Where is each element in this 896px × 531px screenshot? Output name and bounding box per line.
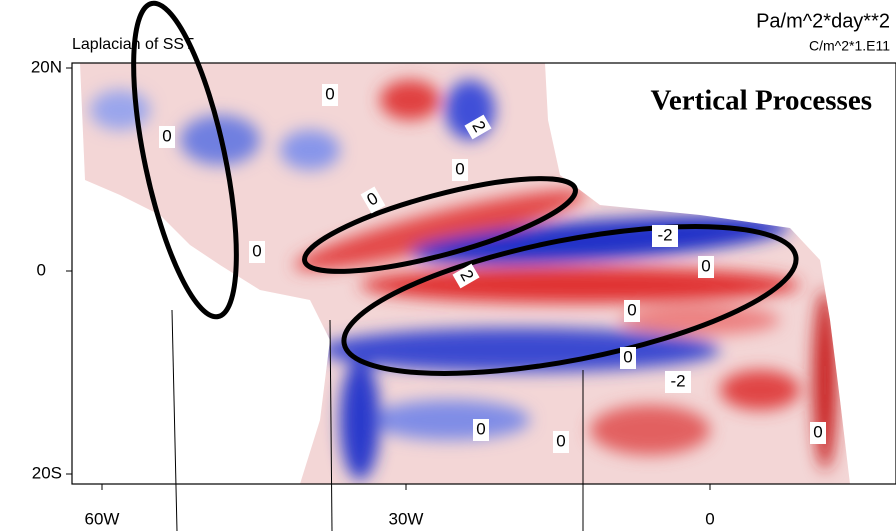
- lat-label: 20N: [31, 57, 62, 76]
- contour-label: 0: [623, 347, 632, 366]
- contour-label: 0: [325, 84, 334, 103]
- contour-label: 0: [556, 431, 565, 450]
- contour-label: 0: [627, 300, 636, 319]
- lat-label: 0: [37, 260, 46, 279]
- contour-label: 0: [252, 241, 261, 260]
- units-bottom: C/m^2*1.E11: [809, 38, 890, 54]
- overlay-title: Vertical Processes: [651, 85, 872, 117]
- units-top: Pa/m^2*day**2: [756, 10, 890, 32]
- contour-label: -2: [657, 225, 672, 244]
- map-title: Laplacian of SST: [72, 36, 194, 53]
- contour-label: -2: [670, 371, 685, 390]
- contour-label: 0: [813, 422, 822, 441]
- contour-label: 0: [701, 256, 710, 275]
- contour-label: 0: [455, 159, 464, 178]
- lon-label: 0: [705, 509, 714, 528]
- contour-label: 0: [162, 126, 171, 145]
- lon-label: 60W: [85, 509, 120, 528]
- lon-label: 30W: [389, 509, 424, 528]
- contour-label: 0: [476, 419, 485, 438]
- map-figure: Laplacian of SST Pa/m^2*day**2 C/m^2*1.E…: [0, 0, 896, 531]
- lat-label: 20S: [32, 463, 62, 482]
